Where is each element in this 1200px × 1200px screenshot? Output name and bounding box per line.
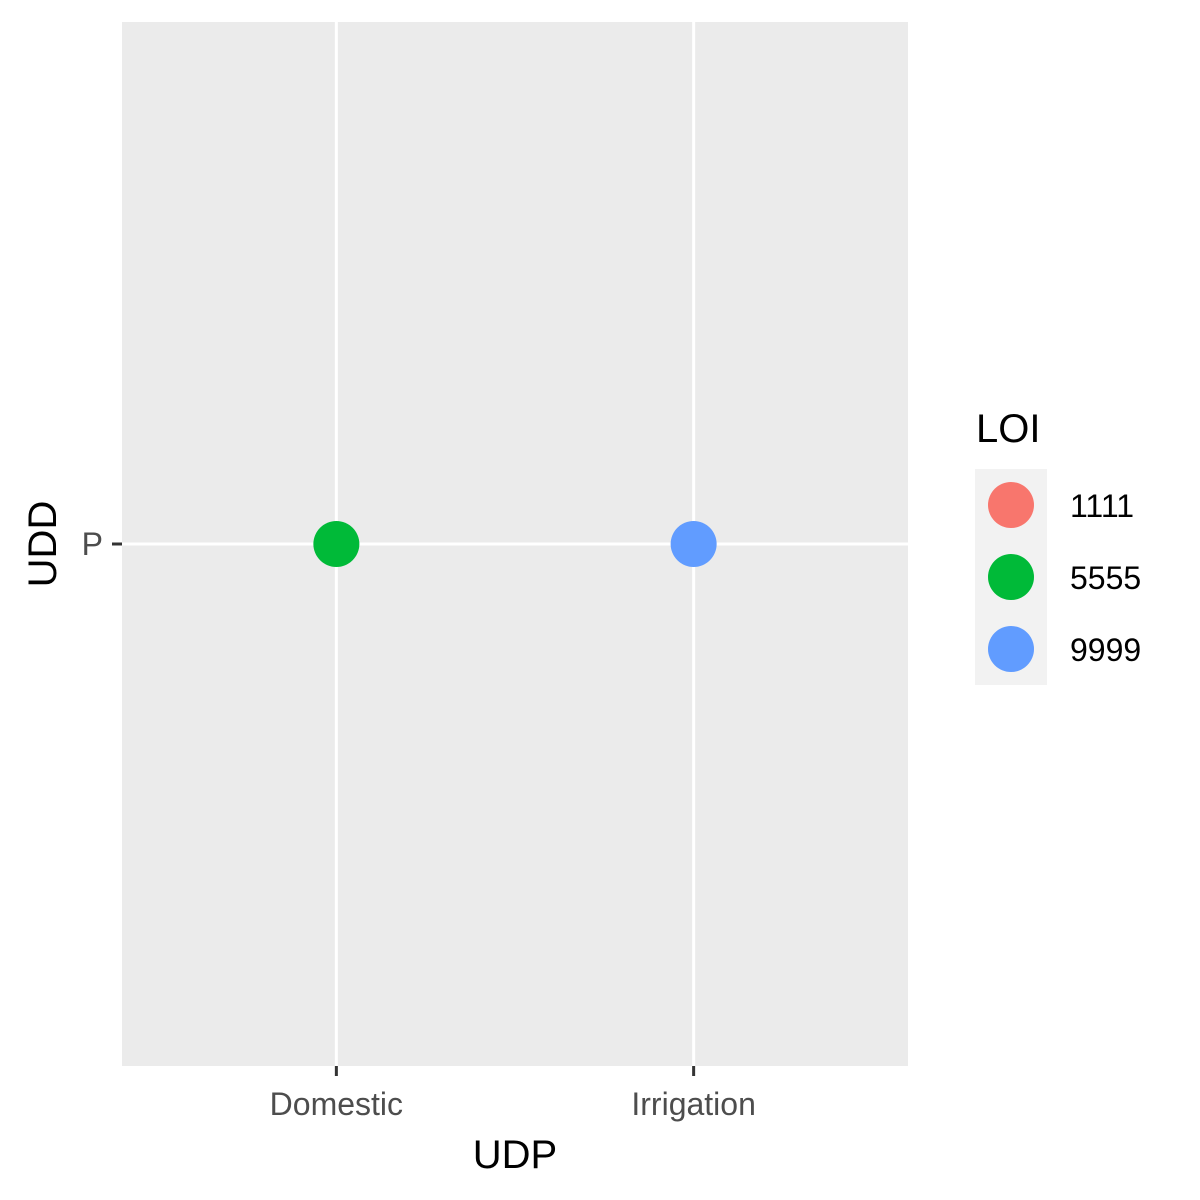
legend-key-9999: [988, 626, 1034, 672]
legend-key-5555: [988, 554, 1034, 600]
legend-label-5555: 5555: [1070, 560, 1141, 596]
x-tick-label: Domestic: [270, 1086, 403, 1122]
y-axis-title: UDD: [21, 501, 65, 588]
legend: LOI 1111 5555 9999: [975, 407, 1141, 685]
legend-title: LOI: [976, 407, 1040, 451]
data-point-5555: [313, 521, 360, 567]
legend-label-9999: 9999: [1070, 632, 1141, 668]
x-axis-ticks: Domestic Irrigation: [270, 1066, 756, 1122]
legend-key-1111: [988, 482, 1034, 528]
x-axis-title: UDP: [473, 1133, 557, 1177]
data-point-9999: [670, 521, 717, 567]
x-tick-label: Irrigation: [631, 1086, 756, 1122]
y-tick-label: P: [82, 526, 103, 562]
legend-label-1111: 1111: [1070, 488, 1134, 524]
y-axis-ticks: P: [82, 526, 122, 562]
data-points: [313, 521, 717, 567]
